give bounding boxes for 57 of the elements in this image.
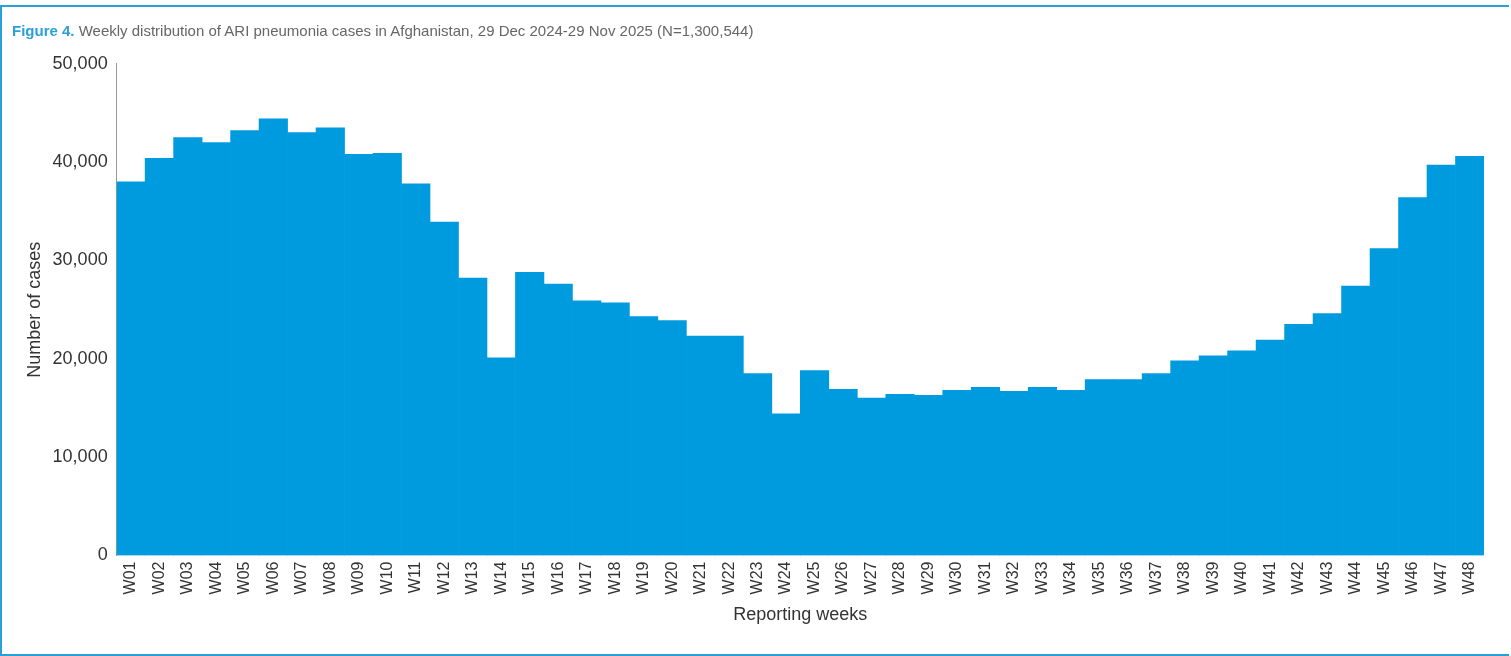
- x-tick-label: W42: [1289, 561, 1307, 595]
- y-tick-label: 0: [97, 544, 108, 565]
- x-tick-label: W31: [975, 561, 993, 595]
- y-tick-label: 30,000: [52, 249, 108, 270]
- y-tick-label: 40,000: [52, 151, 108, 172]
- x-tick-label: W06: [263, 561, 281, 595]
- x-tick-label: W44: [1346, 561, 1364, 595]
- x-axis-title: Reporting weeks: [733, 604, 868, 625]
- x-tick-label: W21: [691, 561, 709, 595]
- x-tick-label: W09: [349, 561, 367, 595]
- x-tick-label: W45: [1374, 561, 1392, 595]
- x-tick-label: W37: [1146, 561, 1164, 595]
- x-tick-label: W11: [406, 561, 424, 594]
- x-tick-label: W38: [1175, 561, 1193, 595]
- x-tick-label: W47: [1431, 561, 1449, 595]
- x-tick-label: W17: [577, 561, 595, 595]
- x-tick-label: W36: [1118, 561, 1136, 595]
- x-tick-label: W20: [662, 561, 680, 595]
- x-tick-label: W12: [434, 561, 452, 595]
- x-tick-label: W23: [748, 561, 765, 595]
- x-tick-label: W35: [1089, 561, 1107, 595]
- x-tick-label: W40: [1232, 561, 1250, 595]
- x-tick-label: W16: [548, 561, 566, 595]
- x-tick-label: W08: [320, 561, 338, 595]
- x-tick-label: W29: [918, 561, 936, 595]
- x-tick-label: W15: [520, 561, 538, 595]
- x-tick-label: W39: [1203, 561, 1221, 595]
- x-tick-label: W24: [776, 561, 794, 595]
- x-tick-label: W02: [149, 561, 167, 595]
- x-tick-label: W25: [804, 561, 822, 595]
- x-tick-label: W01: [121, 561, 139, 595]
- x-tick-label: W26: [833, 561, 851, 595]
- y-tick-label: 50,000: [52, 52, 108, 73]
- x-tick-label: W27: [861, 561, 879, 595]
- x-tick-label: W33: [1032, 561, 1050, 595]
- chart-title: Figure 4. Weekly distribution of ARI pneumonia cases in Afghanistan, 29 Dec 2024-29 Nov 2025 (N=1,300,544): [12, 22, 754, 39]
- x-tick-label: W30: [947, 561, 965, 595]
- x-tick-label: W18: [605, 561, 623, 595]
- x-tick-label: W07: [292, 561, 310, 595]
- x-tick-label: W43: [1317, 561, 1335, 595]
- x-tick-label: W28: [890, 561, 908, 595]
- x-tick-label: W32: [1004, 561, 1022, 595]
- x-tick-label: W34: [1061, 561, 1079, 595]
- x-tick-label: W41: [1260, 561, 1278, 595]
- x-tick-label: W05: [235, 561, 253, 595]
- y-tick-label: 20,000: [52, 347, 108, 368]
- x-tick-label: W03: [178, 561, 196, 595]
- x-tick-label: W10: [377, 561, 395, 595]
- x-tick-label: W13: [463, 561, 481, 595]
- y-tick-label: 10,000: [52, 446, 108, 467]
- x-tick-label: W22: [719, 561, 737, 595]
- x-tick-label: W48: [1460, 561, 1478, 595]
- x-tick-label: W14: [491, 561, 509, 595]
- x-tick-label: W04: [206, 561, 224, 595]
- x-tick-label: W46: [1403, 561, 1421, 595]
- x-tick-label: W19: [634, 561, 652, 595]
- y-axis-title: Number of cases: [23, 241, 44, 378]
